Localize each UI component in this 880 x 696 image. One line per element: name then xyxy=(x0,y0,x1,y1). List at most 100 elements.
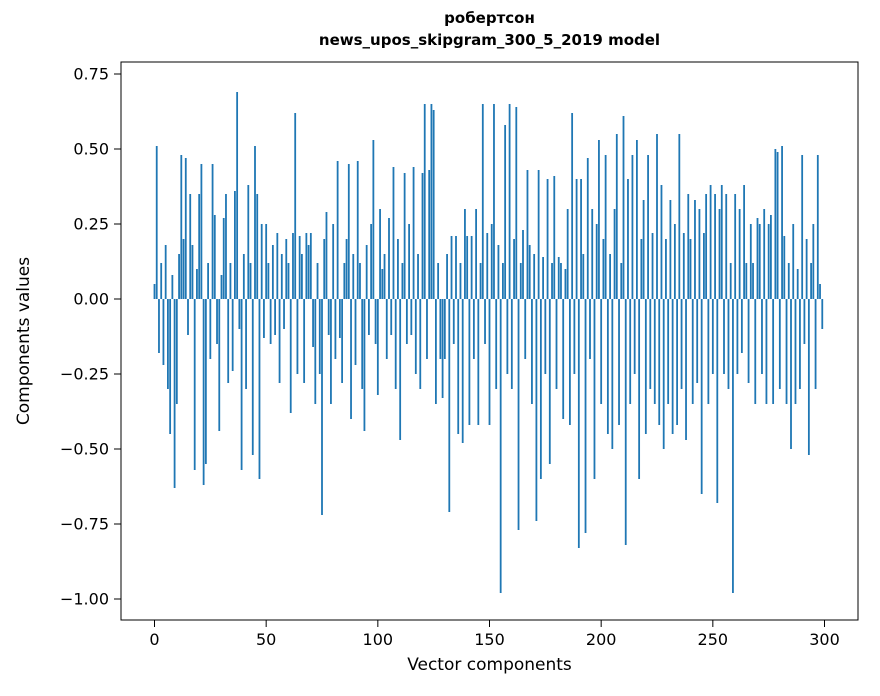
bar xyxy=(394,299,397,389)
bar xyxy=(189,194,192,299)
bar xyxy=(330,299,332,404)
bar xyxy=(455,236,457,299)
bar xyxy=(238,299,241,329)
bar xyxy=(649,299,652,389)
bar xyxy=(749,224,752,299)
bar xyxy=(548,299,551,464)
bar xyxy=(606,299,609,434)
bar xyxy=(506,299,509,374)
bar xyxy=(388,218,390,299)
bar xyxy=(537,170,540,299)
y-tick-label: 0.75 xyxy=(73,65,109,84)
bar xyxy=(662,299,665,449)
bar xyxy=(334,299,337,359)
bar xyxy=(175,299,178,404)
bar xyxy=(638,299,641,479)
bar xyxy=(640,239,643,299)
bar xyxy=(499,299,502,593)
bar xyxy=(651,233,654,299)
bar xyxy=(316,263,319,299)
bar xyxy=(408,224,410,299)
bar xyxy=(598,140,600,299)
bar xyxy=(477,299,480,425)
bar xyxy=(363,299,366,431)
bar xyxy=(278,299,281,383)
bar xyxy=(347,164,350,299)
y-tick-label: 0.00 xyxy=(73,290,109,309)
bar xyxy=(283,299,285,329)
bar xyxy=(622,116,625,299)
bar xyxy=(368,299,370,335)
bar xyxy=(723,299,725,374)
bar xyxy=(725,194,728,299)
bar xyxy=(372,140,375,299)
bar xyxy=(305,233,308,299)
bar xyxy=(336,161,339,299)
bar xyxy=(350,299,352,419)
bar xyxy=(613,209,616,299)
bar xyxy=(781,146,783,299)
bar xyxy=(280,254,283,299)
bar xyxy=(700,299,703,494)
bar xyxy=(776,152,779,299)
bar xyxy=(220,275,223,299)
bar xyxy=(292,233,294,299)
bar xyxy=(289,299,292,413)
bar xyxy=(816,155,819,299)
bar xyxy=(696,299,699,383)
bar xyxy=(171,275,174,299)
bar xyxy=(531,299,533,404)
bar xyxy=(665,239,667,299)
bar xyxy=(265,224,268,299)
bar xyxy=(403,173,406,299)
bar xyxy=(325,212,328,299)
bar xyxy=(323,239,326,299)
bar xyxy=(441,299,444,398)
bar xyxy=(352,254,355,299)
bar xyxy=(517,299,520,530)
bar xyxy=(303,299,306,383)
chart-title-line2: news_upos_skipgram_300_5_2019 model xyxy=(318,31,661,49)
bar xyxy=(488,299,491,425)
bar xyxy=(819,284,821,299)
bar xyxy=(207,263,209,299)
bar xyxy=(401,263,404,299)
bar xyxy=(475,209,477,299)
bar xyxy=(385,299,388,359)
bar xyxy=(345,239,348,299)
bar xyxy=(799,299,801,389)
bar xyxy=(260,224,263,299)
bar xyxy=(417,254,419,299)
bar xyxy=(182,239,185,299)
bar xyxy=(240,299,243,470)
bar xyxy=(446,254,448,299)
y-tick-label: −0.75 xyxy=(60,515,109,534)
bar xyxy=(263,299,265,338)
bar xyxy=(426,299,428,359)
bar xyxy=(361,299,364,389)
bar xyxy=(560,263,562,299)
bar xyxy=(620,263,623,299)
bar xyxy=(687,194,690,299)
bar xyxy=(678,134,681,299)
bar xyxy=(225,194,227,299)
bar xyxy=(309,233,312,299)
bar xyxy=(792,224,795,299)
bar xyxy=(450,236,453,299)
bar xyxy=(553,176,556,299)
bar xyxy=(274,299,276,335)
bar xyxy=(727,299,730,389)
bar xyxy=(669,200,672,299)
bar xyxy=(732,299,734,593)
x-tick-label: 0 xyxy=(149,630,159,649)
bar xyxy=(381,269,384,299)
bar xyxy=(557,257,560,299)
bar xyxy=(468,299,471,425)
bar xyxy=(810,263,812,299)
bar xyxy=(343,263,346,299)
bar xyxy=(515,107,518,299)
bar xyxy=(247,185,250,299)
bar xyxy=(209,299,212,359)
y-tick-label: 0.50 xyxy=(73,140,109,159)
